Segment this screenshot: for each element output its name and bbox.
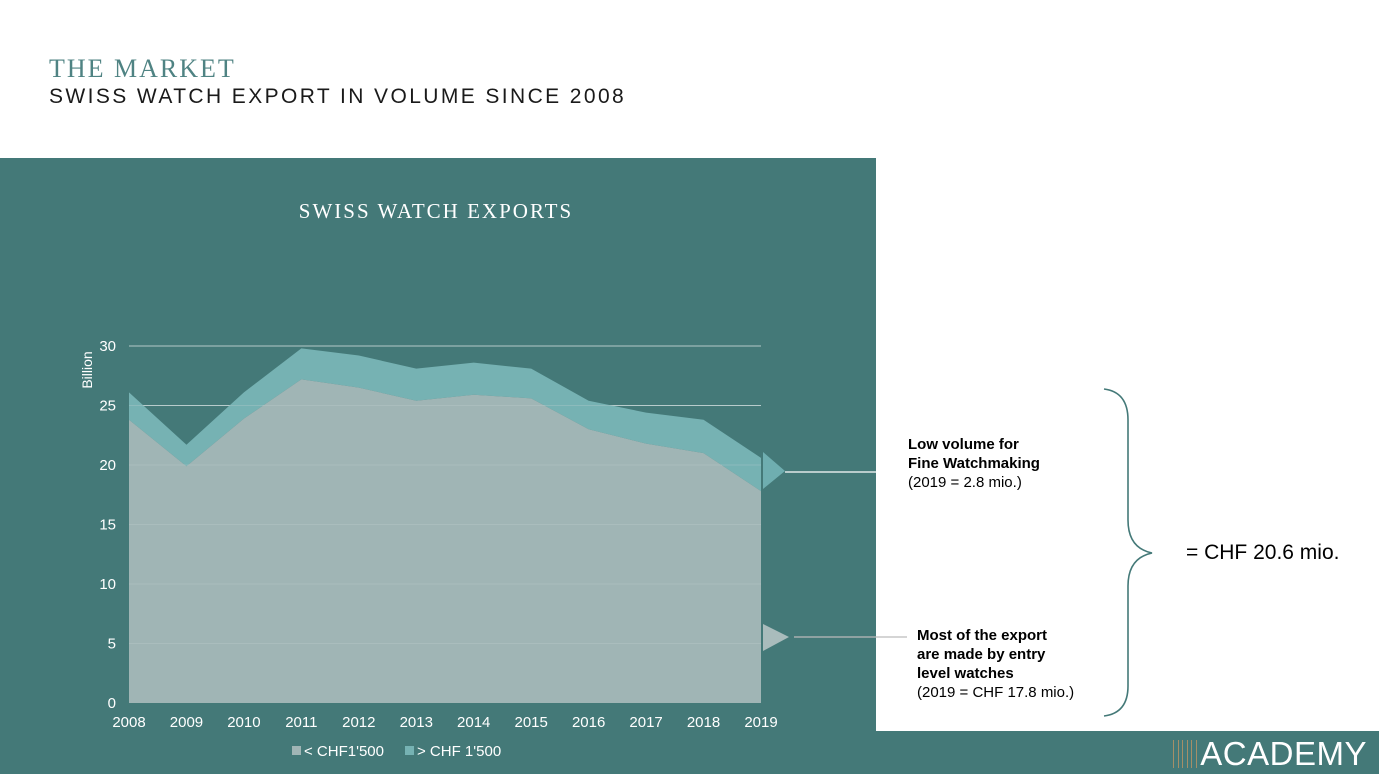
series-area-high [129,348,761,492]
x-tick-label: 2013 [400,714,433,731]
y-tick-label: 15 [99,517,116,534]
fine-pointer-arrow [763,452,785,489]
x-tick-label: 2017 [629,714,662,731]
entry-pointer-arrow [763,624,789,651]
series-area-low [129,379,761,703]
legend-swatch-high [405,746,414,755]
x-tick-label: 2010 [227,714,260,731]
x-tick-labels: 2008 2009 2010 2011 2012 2013 2014 2015 2016 2017… [112,714,777,731]
area-series [129,348,761,703]
x-tick-label: 2014 [457,714,490,731]
fine-note-value: (2019 = 2.8 mio.) [908,474,1022,491]
page-title: SWISS WATCH EXPORT IN VOLUME SINCE 2008 [49,85,627,108]
x-tick-label: 2018 [687,714,720,731]
fine-note-line1: Low volume for [908,436,1019,453]
entry-note-value: (2019 = CHF 17.8 mio.) [917,684,1075,701]
y-tick-label: 0 [108,695,116,712]
entry-level-note: Most of the export are made by entry lev… [917,626,1117,702]
legend-swatch-low [292,746,301,755]
legend-label-low: < CHF1'500 [304,743,384,760]
entry-note-line3: level watches [917,665,1014,682]
fine-watchmaking-note: Low volume for Fine Watchmaking (2019 = … [908,435,1098,492]
entry-note-line1: Most of the export [917,627,1047,644]
y-axis-label: Billion [79,351,95,388]
y-tick-label: 25 [99,398,116,415]
x-tick-label: 2011 [285,714,317,731]
legend-label-high: > CHF 1'500 [417,743,501,760]
total-value: = CHF 20.6 mio. [1186,541,1340,564]
academy-logo: ACADEMY [1173,736,1367,772]
x-tick-label: 2015 [514,714,547,731]
y-tick-labels: 0 5 10 15 20 25 30 [99,338,116,712]
y-tick-label: 30 [99,338,116,355]
fine-note-line2: Fine Watchmaking [908,455,1040,472]
x-tick-label: 2019 [744,714,777,731]
footer-band [876,731,1379,774]
total-brace [1103,388,1153,717]
y-tick-label: 20 [99,457,116,474]
x-tick-label: 2009 [170,714,203,731]
brand-wordmark: ACADEMY [1200,735,1367,772]
brand-mark-icon [1173,740,1198,768]
entry-note-line2: are made by entry [917,646,1046,663]
x-tick-label: 2016 [572,714,605,731]
x-tick-label: 2012 [342,714,375,731]
section-kicker: THE MARKET [49,54,236,83]
x-tick-label: 2008 [112,714,145,731]
chart-title: SWISS WATCH EXPORTS [299,199,573,223]
y-tick-label: 10 [99,576,116,593]
y-tick-label: 5 [108,636,116,653]
legend: < CHF1'500 > CHF 1'500 [292,743,501,760]
